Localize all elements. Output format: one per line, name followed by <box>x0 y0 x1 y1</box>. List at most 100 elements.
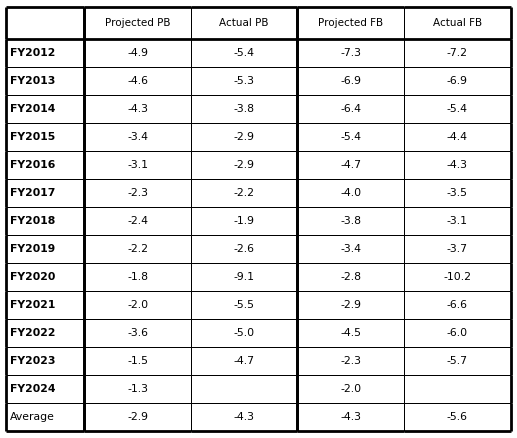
Text: -1.5: -1.5 <box>127 357 148 366</box>
Bar <box>297 67 404 95</box>
Bar <box>191 263 297 291</box>
Bar <box>297 403 404 431</box>
Text: -2.2: -2.2 <box>127 244 148 254</box>
Text: -3.1: -3.1 <box>127 160 148 170</box>
Text: -9.1: -9.1 <box>234 272 254 282</box>
Bar <box>191 39 297 67</box>
Text: -7.2: -7.2 <box>447 48 468 58</box>
Bar <box>297 319 404 347</box>
Text: -5.4: -5.4 <box>447 104 468 114</box>
Text: -3.1: -3.1 <box>447 216 468 226</box>
Bar <box>297 207 404 235</box>
Text: -4.5: -4.5 <box>340 328 361 338</box>
Text: -2.9: -2.9 <box>234 132 254 142</box>
Text: -2.9: -2.9 <box>127 413 148 422</box>
Text: -6.9: -6.9 <box>447 76 468 86</box>
Bar <box>6 123 84 151</box>
Bar <box>404 95 511 123</box>
Text: FY2016: FY2016 <box>10 160 56 170</box>
Text: -2.0: -2.0 <box>340 385 361 394</box>
Text: -3.7: -3.7 <box>447 244 468 254</box>
Bar <box>6 151 84 179</box>
Text: -5.6: -5.6 <box>447 413 468 422</box>
Bar <box>6 95 84 123</box>
Bar <box>404 39 511 67</box>
Bar <box>404 319 511 347</box>
Bar <box>191 319 297 347</box>
Text: Actual PB: Actual PB <box>219 18 269 28</box>
Text: -6.9: -6.9 <box>340 76 361 86</box>
Bar <box>191 403 297 431</box>
Text: -5.4: -5.4 <box>340 132 361 142</box>
Bar <box>6 319 84 347</box>
Bar <box>404 291 511 319</box>
Bar <box>404 347 511 375</box>
Bar <box>191 347 297 375</box>
Bar <box>6 207 84 235</box>
Bar <box>191 95 297 123</box>
Bar <box>404 151 511 179</box>
Text: -2.0: -2.0 <box>127 300 148 310</box>
Bar <box>297 375 404 403</box>
Text: -6.0: -6.0 <box>447 328 468 338</box>
Bar <box>84 235 191 263</box>
Text: Actual FB: Actual FB <box>433 18 482 28</box>
Text: -6.4: -6.4 <box>340 104 361 114</box>
Bar <box>404 375 511 403</box>
Text: FY2022: FY2022 <box>10 328 56 338</box>
Text: -6.6: -6.6 <box>447 300 468 310</box>
Bar <box>297 39 404 67</box>
Text: -4.9: -4.9 <box>127 48 148 58</box>
Text: -10.2: -10.2 <box>443 272 472 282</box>
Bar <box>404 7 511 39</box>
Text: -2.2: -2.2 <box>234 188 254 198</box>
Text: Projected FB: Projected FB <box>318 18 383 28</box>
Bar <box>404 403 511 431</box>
Text: -2.3: -2.3 <box>127 188 148 198</box>
Text: -3.4: -3.4 <box>340 244 361 254</box>
Text: -4.3: -4.3 <box>447 160 468 170</box>
Text: FY2012: FY2012 <box>10 48 56 58</box>
Bar <box>297 347 404 375</box>
Text: FY2023: FY2023 <box>10 357 56 366</box>
Bar <box>297 263 404 291</box>
Text: FY2021: FY2021 <box>10 300 56 310</box>
Bar <box>84 39 191 67</box>
Bar <box>297 291 404 319</box>
Bar <box>404 263 511 291</box>
Text: -5.3: -5.3 <box>234 76 254 86</box>
Bar <box>84 291 191 319</box>
Bar <box>84 375 191 403</box>
Text: FY2017: FY2017 <box>10 188 56 198</box>
Bar <box>6 347 84 375</box>
Text: -2.9: -2.9 <box>234 160 254 170</box>
Bar <box>191 179 297 207</box>
Text: FY2020: FY2020 <box>10 272 56 282</box>
Text: -4.3: -4.3 <box>127 104 148 114</box>
Bar <box>297 95 404 123</box>
Text: -3.8: -3.8 <box>234 104 254 114</box>
Text: Projected PB: Projected PB <box>105 18 171 28</box>
Text: -3.6: -3.6 <box>127 328 148 338</box>
Bar <box>84 263 191 291</box>
Bar <box>404 123 511 151</box>
Text: -5.0: -5.0 <box>234 328 255 338</box>
Text: -2.8: -2.8 <box>340 272 361 282</box>
Bar <box>6 291 84 319</box>
Bar <box>404 207 511 235</box>
Bar <box>297 7 404 39</box>
Bar <box>84 123 191 151</box>
Bar <box>84 7 191 39</box>
Bar <box>6 375 84 403</box>
Bar <box>191 375 297 403</box>
Bar <box>191 291 297 319</box>
Text: -3.5: -3.5 <box>447 188 468 198</box>
Text: -5.4: -5.4 <box>234 48 254 58</box>
Bar <box>191 123 297 151</box>
Bar <box>404 179 511 207</box>
Bar <box>6 67 84 95</box>
Bar <box>84 179 191 207</box>
Text: -4.7: -4.7 <box>340 160 361 170</box>
Text: -4.4: -4.4 <box>447 132 468 142</box>
Text: FY2014: FY2014 <box>10 104 56 114</box>
